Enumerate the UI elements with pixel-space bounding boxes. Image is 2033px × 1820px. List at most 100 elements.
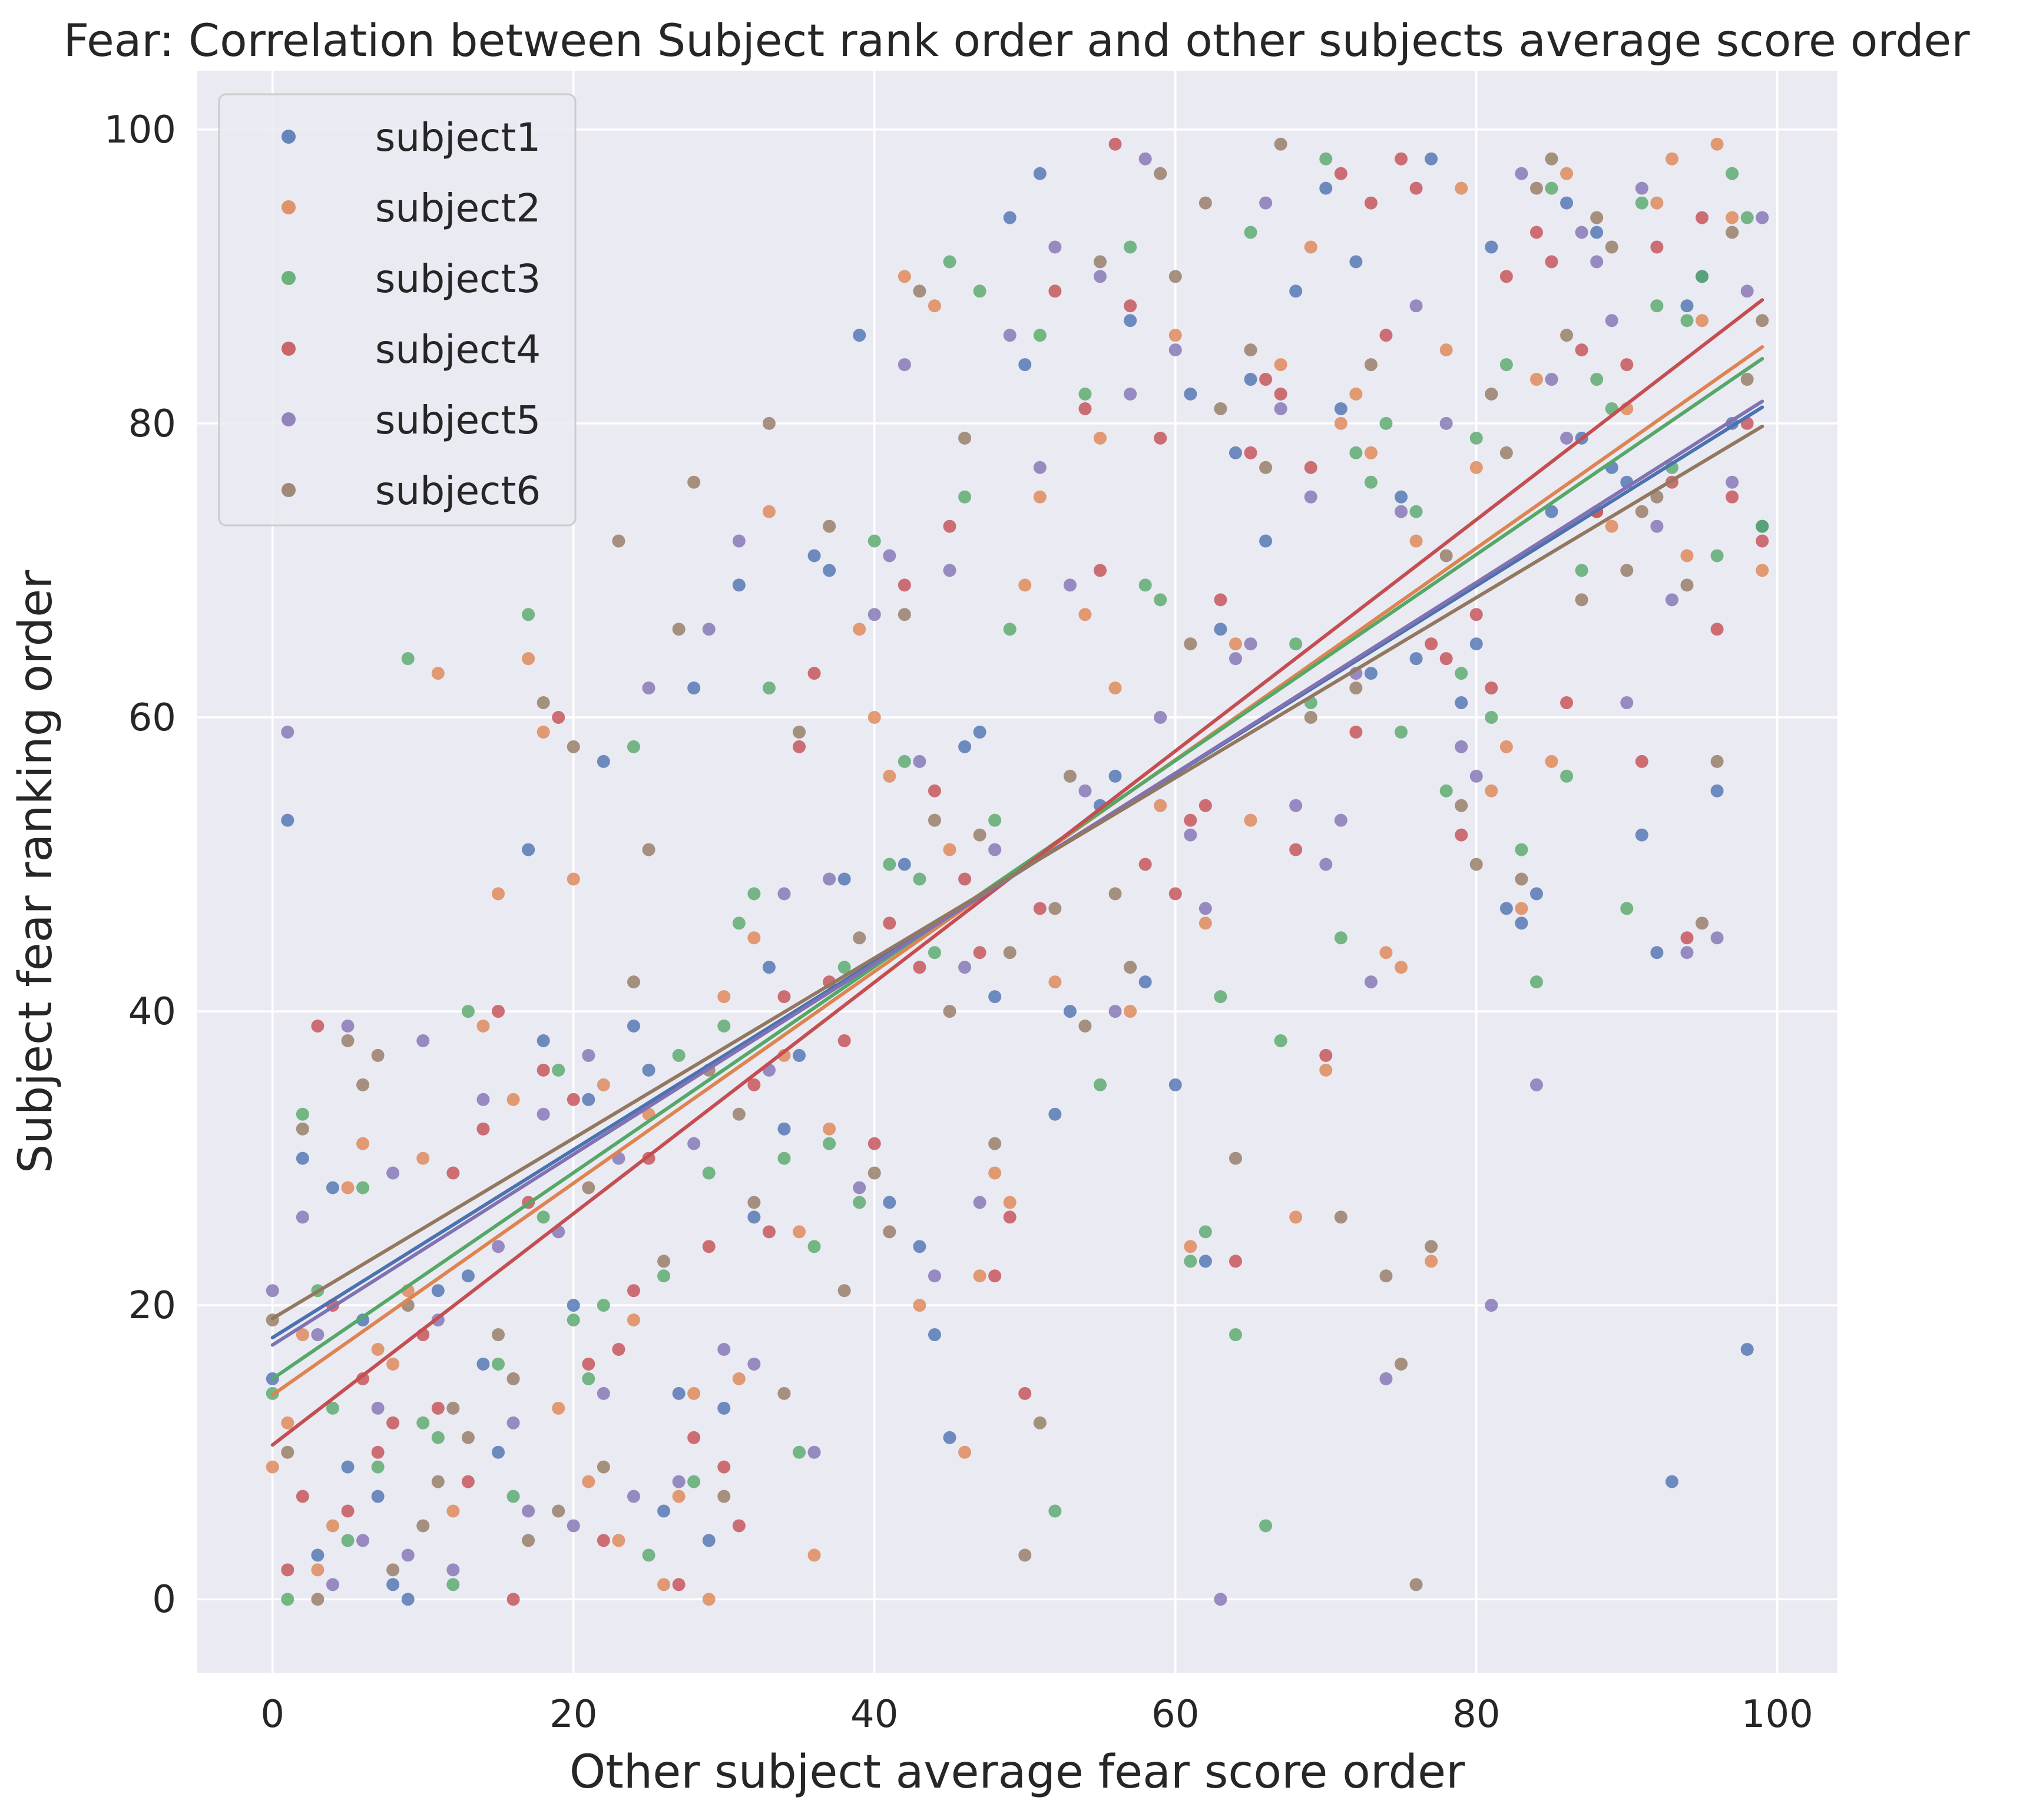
data-point [537, 1210, 550, 1224]
legend-label: subject5 [375, 398, 541, 443]
legend-label: subject4 [375, 327, 541, 372]
data-point [1364, 667, 1378, 680]
legend-marker [282, 483, 296, 497]
data-point [1289, 637, 1303, 651]
data-point [958, 872, 972, 886]
data-point [1726, 475, 1739, 489]
data-point [1229, 652, 1242, 666]
data-point [1184, 828, 1197, 842]
data-point [807, 1240, 821, 1253]
data-point [732, 1519, 746, 1533]
data-point [446, 1401, 460, 1415]
data-point [356, 1534, 370, 1547]
data-point [1425, 1255, 1438, 1268]
data-point [296, 1490, 309, 1503]
data-point [1590, 226, 1604, 239]
data-point [762, 505, 776, 518]
data-point [356, 1181, 370, 1194]
data-point [582, 1357, 595, 1371]
data-point [973, 828, 986, 842]
data-point [672, 1490, 686, 1503]
data-point [476, 1357, 490, 1371]
data-point [1680, 549, 1694, 562]
data-point [1094, 255, 1107, 269]
data-point [958, 1445, 972, 1459]
data-point [807, 549, 821, 562]
data-point [928, 1269, 941, 1283]
data-point [1425, 637, 1438, 651]
data-point [1003, 1196, 1017, 1209]
data-point [853, 329, 866, 342]
data-point [867, 608, 881, 621]
data-point [657, 1255, 671, 1268]
data-point [567, 1519, 580, 1533]
chart-title: Fear: Correlation between Subject rank o… [63, 14, 1970, 67]
data-point [356, 1078, 370, 1091]
legend-marker [282, 412, 296, 426]
legend-label: subject3 [375, 256, 541, 302]
data-point [1515, 902, 1528, 915]
data-point [1680, 299, 1694, 313]
data-point [1469, 858, 1483, 871]
data-point [1259, 373, 1273, 386]
data-point [1696, 270, 1709, 283]
data-point [1485, 784, 1498, 798]
data-point [1184, 387, 1197, 401]
data-point [1229, 1328, 1242, 1342]
data-point [913, 1240, 926, 1253]
data-point [657, 1504, 671, 1518]
data-point [732, 534, 746, 548]
data-point [522, 843, 535, 856]
data-point [898, 858, 911, 871]
data-point [341, 1181, 355, 1194]
data-point [687, 475, 701, 489]
data-point [988, 990, 1002, 1004]
y-axis-ticks: 0 20 40 60 80 100 [104, 108, 176, 1622]
data-point [296, 1107, 309, 1121]
data-point [1334, 416, 1347, 430]
data-point [1138, 975, 1152, 989]
data-point [341, 1534, 355, 1547]
data-point [1696, 314, 1709, 327]
data-point [1048, 1107, 1062, 1121]
data-point [1033, 1416, 1047, 1429]
data-point [898, 608, 911, 621]
data-point [1154, 431, 1167, 445]
data-point [913, 284, 926, 298]
data-point [356, 1372, 370, 1385]
data-point [1469, 637, 1483, 651]
data-point [1485, 1299, 1498, 1312]
data-point [1349, 681, 1363, 695]
data-point [537, 696, 550, 710]
data-point [1229, 446, 1242, 459]
data-point [1635, 196, 1648, 210]
data-point [1469, 608, 1483, 621]
data-point [642, 1548, 655, 1562]
data-point [1078, 402, 1092, 415]
data-point [702, 1240, 716, 1253]
data-point [597, 755, 610, 768]
data-point [1439, 549, 1453, 562]
data-point [1063, 769, 1077, 783]
data-point [837, 961, 851, 974]
data-point [1529, 181, 1543, 195]
data-point [627, 1020, 640, 1033]
data-point [1590, 373, 1604, 386]
data-point [807, 1445, 821, 1459]
data-point [747, 1210, 761, 1224]
data-point [1499, 270, 1513, 283]
data-point [341, 1460, 355, 1474]
data-point [702, 1534, 716, 1547]
data-point [326, 1519, 339, 1533]
data-point [506, 1416, 520, 1429]
data-point [1455, 740, 1468, 753]
data-point [913, 872, 926, 886]
data-point [762, 961, 776, 974]
data-point [988, 1137, 1002, 1150]
x-tick-label: 100 [1741, 1693, 1813, 1736]
data-point [1605, 519, 1618, 533]
data-point [883, 549, 896, 562]
data-point [1003, 946, 1017, 959]
data-point [1395, 961, 1408, 974]
data-point [296, 1122, 309, 1136]
